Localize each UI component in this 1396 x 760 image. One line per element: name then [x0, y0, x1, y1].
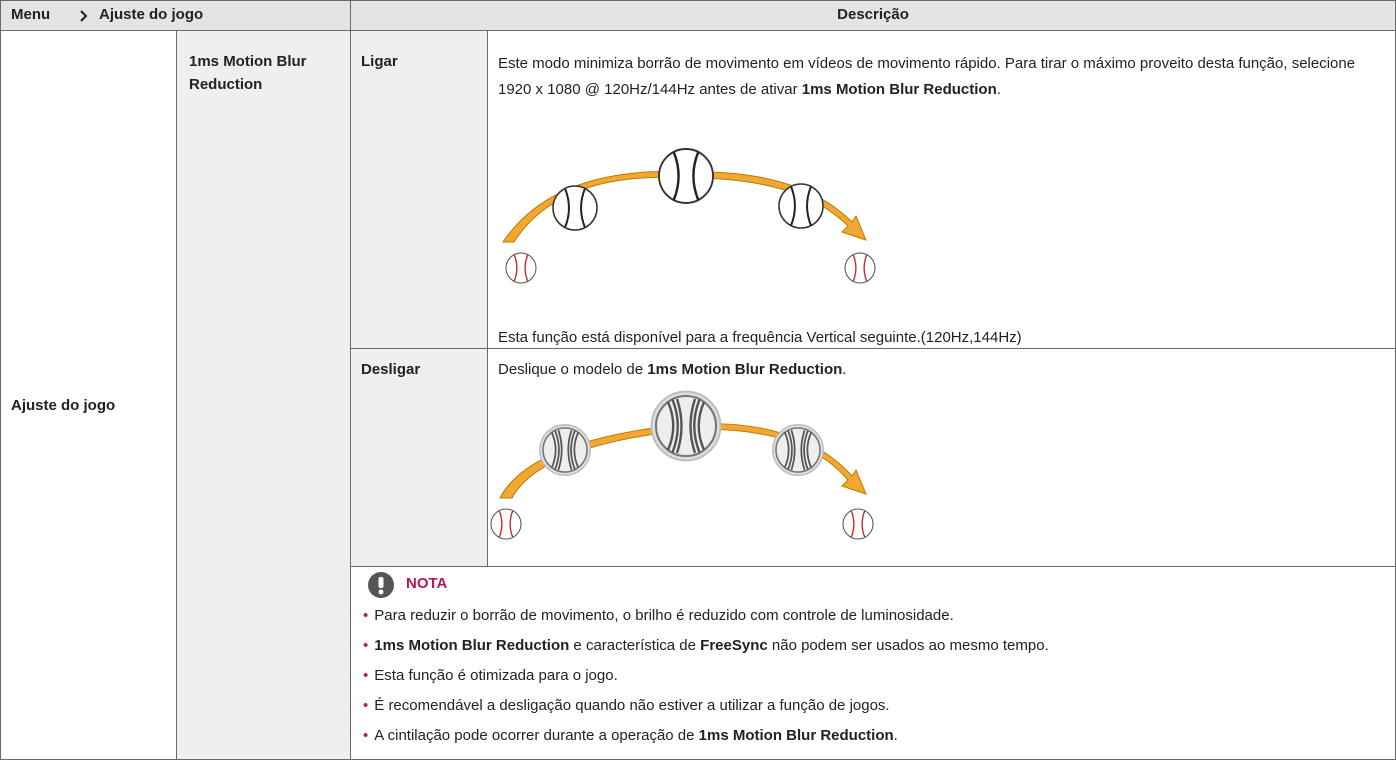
- text-segment: não podem ser usados ao mesmo tempo.: [767, 637, 1049, 654]
- submenu-cell: 1ms Motion Blur Reduction: [176, 30, 351, 760]
- option-cell: Desligar: [350, 348, 488, 567]
- text-segment: Para reduzir o borrão de movimento, o br…: [374, 607, 954, 624]
- header-menu-cell: Menu Ajuste do jogo: [0, 0, 351, 31]
- option-description-cell: Este modo minimiza borrão de movimento e…: [487, 30, 1396, 349]
- menu-cell: Ajuste do jogo: [0, 30, 177, 760]
- option-description-cell: Deslique o modelo de 1ms Motion Blur Red…: [487, 348, 1396, 567]
- submenu-name: 1ms Motion Blur Reduction: [189, 53, 307, 93]
- menu-name: Ajuste do jogo: [11, 397, 116, 414]
- bullet: •: [363, 607, 369, 624]
- text-segment: 1ms Motion Blur Reduction: [801, 81, 997, 98]
- text-segment: .: [842, 361, 847, 378]
- text-segment: 1ms Motion Blur Reduction: [698, 727, 894, 744]
- note-item: • A cintilação pode ocorrer durante a ope…: [363, 727, 898, 744]
- text-segment: Deslique o modelo de: [498, 361, 648, 378]
- option-description: Deslique o modelo de 1ms Motion Blur Red…: [488, 349, 1395, 381]
- bullet: •: [363, 667, 369, 684]
- note-item: • 1ms Motion Blur Reduction e característ…: [363, 637, 1049, 654]
- description-header: Descrição: [837, 6, 909, 23]
- chevron: [80, 10, 88, 22]
- option-cell: Ligar: [350, 30, 488, 349]
- note-item: • É recomendável a desligação quando não …: [363, 697, 890, 714]
- text-segment: A cintilação pode ocorrer durante a oper…: [374, 727, 699, 744]
- note-title: NOTA: [406, 575, 448, 592]
- bullet: •: [363, 697, 369, 714]
- header-description-cell: Descrição: [350, 0, 1396, 31]
- option-note: Esta função está disponível para a frequ…: [498, 329, 1022, 346]
- text-segment: Esta função é otimizada para o jogo.: [374, 667, 618, 684]
- menu-label: Menu: [11, 6, 51, 23]
- text-segment: 1ms Motion Blur Reduction: [374, 637, 570, 654]
- text-segment: É recomendável a desligação quando não e…: [374, 697, 890, 714]
- bullet: •: [363, 637, 369, 654]
- text-segment: Este modo minimiza borrão de movimento e…: [498, 55, 1356, 98]
- option-description: Este modo minimiza borrão de movimento e…: [488, 31, 1395, 103]
- text-segment: FreeSync: [700, 637, 768, 654]
- bullet: •: [363, 727, 369, 744]
- text-segment: e característica de: [569, 637, 701, 654]
- note-item: • Para reduzir o borrão de movimento, o b…: [363, 607, 954, 624]
- menu-path-label: Ajuste do jogo: [99, 6, 204, 23]
- note-item: • Esta função é otimizada para o jogo.: [363, 667, 618, 684]
- option-name: Desligar: [361, 361, 421, 378]
- text-segment: 1ms Motion Blur Reduction: [647, 361, 843, 378]
- note-cell: NOTA • Para reduzir o borrão de movimento…: [350, 566, 1396, 760]
- note-icon: [368, 572, 394, 598]
- text-segment: .: [996, 81, 1001, 98]
- text-segment: .: [893, 727, 898, 744]
- option-name: Ligar: [361, 53, 398, 70]
